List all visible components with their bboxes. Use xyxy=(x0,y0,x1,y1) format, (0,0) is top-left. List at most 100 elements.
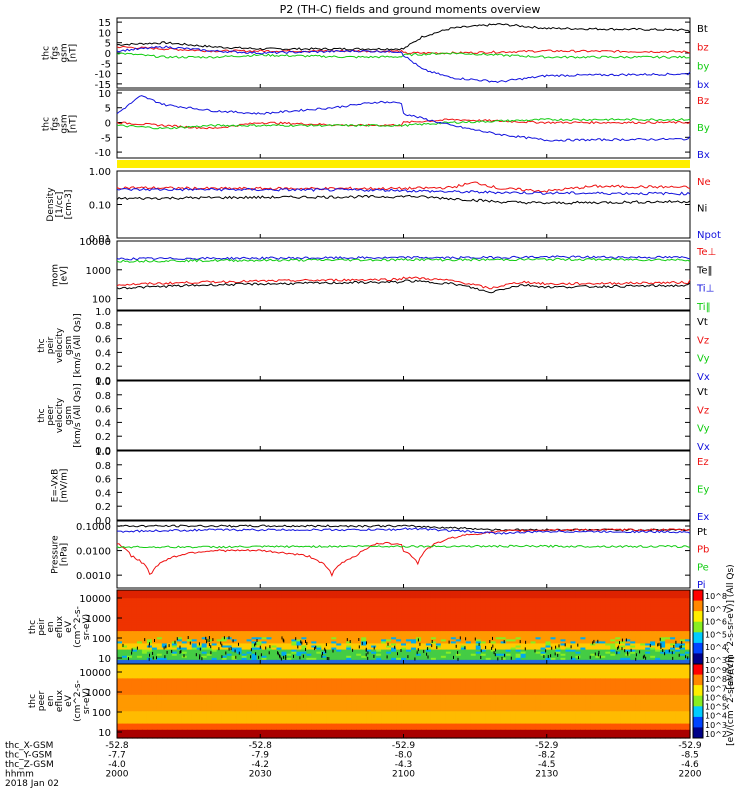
heatmap-cell xyxy=(630,649,636,653)
heatmap-cell xyxy=(376,653,382,657)
heatmap-cell xyxy=(126,600,133,603)
heatmap-cell xyxy=(650,664,656,667)
heatmap-cell xyxy=(645,651,651,655)
heatmap-cell xyxy=(590,647,596,651)
heatmap-cell xyxy=(136,641,143,645)
panel-frame xyxy=(116,170,691,239)
heatmap-cell xyxy=(211,592,218,595)
heatmap-cell xyxy=(306,637,312,640)
heatmap-cell xyxy=(625,596,631,599)
heatmap-cell xyxy=(156,643,163,647)
heatmap-cell xyxy=(520,629,527,632)
heatmap-cell xyxy=(630,629,636,632)
heatmap-cell xyxy=(366,657,372,661)
heatmap-cell xyxy=(216,594,223,597)
heatmap-cell xyxy=(356,649,362,653)
heatmap-cell xyxy=(645,649,651,653)
heatmap-cell xyxy=(625,624,631,628)
heatmap-cell xyxy=(665,647,671,651)
ylabel-line: thc xyxy=(37,408,47,422)
heatmap-cell xyxy=(485,645,492,649)
heatmap-cell xyxy=(435,604,442,608)
heatmap-cell xyxy=(146,649,153,653)
heatmap-cell xyxy=(251,657,258,661)
heatmap-cell xyxy=(480,649,487,653)
heatmap-cell xyxy=(331,633,337,636)
heatmap-cell xyxy=(366,606,372,610)
heatmap-cell xyxy=(146,612,153,616)
heatmap-cell xyxy=(306,629,312,632)
heatmap-cell xyxy=(475,645,482,649)
heatmap-cell xyxy=(241,612,248,616)
legend-Bz: Bz xyxy=(697,96,709,107)
heatmap-cell xyxy=(141,620,148,624)
heatmap-cell xyxy=(505,622,512,626)
heatmap-cell xyxy=(545,668,552,671)
heatmap-cell xyxy=(286,620,292,624)
heatmap-cell xyxy=(655,647,661,651)
heatmap-cell xyxy=(316,657,322,661)
legend-Vx: Vx xyxy=(697,372,710,383)
heatmap-cell xyxy=(376,641,382,645)
heatmap-cell xyxy=(191,668,198,671)
heatmap-cell xyxy=(550,618,557,622)
heatmap-cell xyxy=(126,618,133,622)
heatmap-cell xyxy=(425,659,432,663)
heatmap-cell xyxy=(545,645,552,649)
heatmap-cell xyxy=(485,666,492,669)
heatmap-cell xyxy=(430,610,437,614)
heatmap-cell xyxy=(505,643,512,647)
ytick-label: 100 xyxy=(92,634,111,645)
legend-Vx: Vx xyxy=(697,442,710,453)
heatmap-cell xyxy=(201,651,208,655)
heatmap-cell xyxy=(580,590,586,593)
heatmap-cell xyxy=(685,635,691,638)
heatmap-cell xyxy=(455,657,462,661)
heatmap-cell xyxy=(540,666,547,669)
heatmap-cell xyxy=(460,604,467,608)
heatmap-cell xyxy=(650,622,656,626)
heatmap-cell xyxy=(151,592,158,595)
heatmap-cell xyxy=(550,635,557,638)
heatmap-cell xyxy=(296,637,302,640)
heatmap-cell xyxy=(231,647,238,651)
heatmap-cell xyxy=(171,614,178,618)
heatmap-cell xyxy=(241,610,248,614)
heatmap-cell xyxy=(376,659,382,663)
heatmap-cell xyxy=(520,666,527,669)
heatmap-cell xyxy=(565,616,572,620)
heatmap-cell xyxy=(296,659,302,663)
heatmap-cell xyxy=(420,612,427,616)
heatmap-cell xyxy=(640,622,646,626)
heatmap-cell xyxy=(505,641,512,645)
heatmap-cell xyxy=(376,655,382,659)
heatmap-cell xyxy=(465,635,472,638)
heatmap-cell xyxy=(366,666,372,669)
heatmap-cell xyxy=(221,612,228,616)
heatmap-cell xyxy=(515,620,522,624)
heatmap-cell xyxy=(211,659,218,663)
heatmap-cell xyxy=(151,594,158,597)
heatmap-cell xyxy=(560,610,567,614)
heatmap-cell xyxy=(221,614,228,618)
heatmap-cell xyxy=(680,664,686,667)
heatmap-cell xyxy=(505,594,512,597)
heatmap-cell xyxy=(126,622,133,626)
heatmap-cell xyxy=(361,622,367,626)
heatmap-cell xyxy=(316,602,322,605)
heatmap-cell xyxy=(171,668,178,671)
heatmap-cell xyxy=(665,661,671,665)
heatmap-cell xyxy=(171,622,178,626)
heatmap-cell xyxy=(316,641,322,645)
heatmap-cell xyxy=(346,594,352,597)
heatmap-cell xyxy=(176,608,183,612)
heatmap-noise xyxy=(489,640,491,643)
heatmap-cell xyxy=(131,649,138,653)
heatmap-cell xyxy=(630,600,636,603)
heatmap-cell xyxy=(620,637,626,640)
heatmap-cell xyxy=(620,657,626,661)
heatmap-cell xyxy=(126,602,133,605)
heatmap-noise xyxy=(678,653,680,657)
heatmap-cell xyxy=(176,618,183,622)
heatmap-cell xyxy=(136,647,143,651)
